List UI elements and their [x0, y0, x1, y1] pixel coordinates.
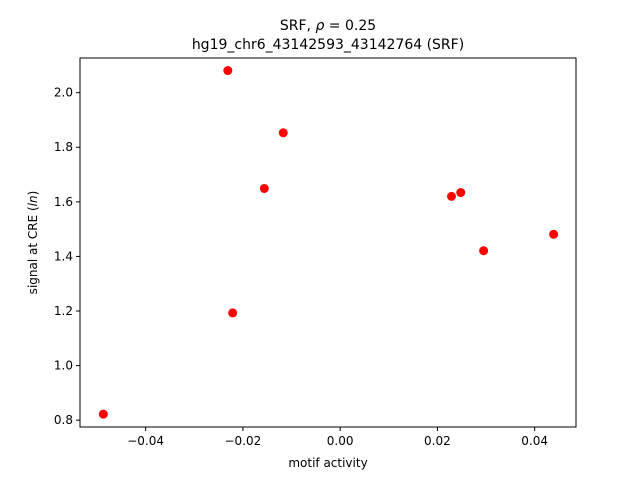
plot-area-frame — [79, 57, 577, 428]
y-tick-label: 1.0 — [54, 359, 73, 373]
x-tick-label: 0.02 — [424, 434, 451, 448]
x-axis-ticks: −0.04 −0.02 0.00 0.02 0.04 — [127, 427, 548, 448]
x-tick-label: 0.00 — [327, 434, 354, 448]
y-tick-label: 1.4 — [54, 249, 73, 263]
data-point — [479, 246, 489, 256]
ln-symbol: ln — [26, 195, 40, 206]
y-tick-label: 1.6 — [54, 195, 73, 209]
data-point — [456, 188, 466, 198]
y-tick-label: 2.0 — [54, 86, 73, 100]
data-point — [447, 191, 457, 201]
y-tick-label: 1.2 — [54, 304, 73, 318]
y-tick-label: 0.8 — [54, 413, 73, 427]
x-tick-label: 0.04 — [521, 434, 548, 448]
y-axis-label: signal at CRE (ln) — [26, 191, 40, 295]
data-point — [549, 229, 559, 239]
x-tick-label: −0.02 — [225, 434, 262, 448]
data-point — [228, 308, 238, 318]
x-axis-label: motif activity — [288, 456, 367, 470]
y-axis-ticks: 0.8 1.0 1.2 1.4 1.6 1.8 2.0 — [54, 86, 80, 427]
data-points — [98, 66, 559, 419]
x-tick-label: −0.04 — [127, 434, 164, 448]
data-point — [98, 409, 108, 419]
data-point — [223, 66, 233, 76]
rho-symbol: ρ — [315, 18, 324, 34]
chart-title-line-2: hg19_chr6_43142593_43142764 (SRF) — [192, 37, 464, 53]
data-point — [259, 183, 269, 193]
y-tick-label: 1.8 — [54, 140, 73, 154]
data-point — [278, 128, 288, 138]
chart-title-line-1: SRF, ρ = 0.25 — [280, 18, 376, 34]
